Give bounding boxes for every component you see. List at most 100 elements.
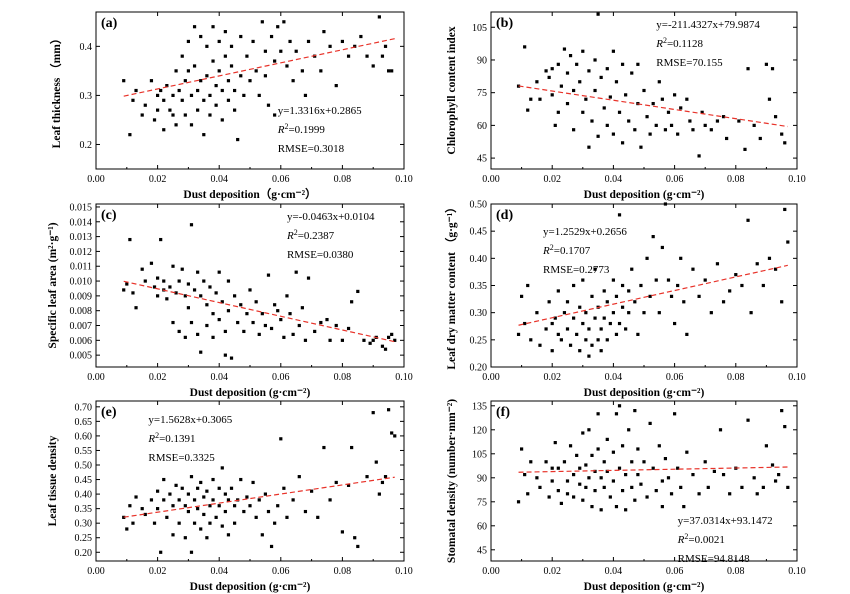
data-point xyxy=(593,88,597,93)
y-tick-label: 0.2 xyxy=(80,140,93,151)
data-point xyxy=(288,39,292,44)
data-point xyxy=(214,103,218,107)
data-point xyxy=(562,47,567,51)
data-point xyxy=(303,509,308,514)
data-point xyxy=(245,495,249,499)
data-point xyxy=(165,297,169,301)
data-point xyxy=(180,54,184,58)
data-point xyxy=(211,59,215,63)
data-point xyxy=(266,103,271,107)
y-axis-label: Leaf dry matter content （g·g⁻¹） xyxy=(444,201,458,369)
x-ticks: 0.00 0.02 0.04 0.06 0.08 0.10 xyxy=(87,204,413,383)
data-point xyxy=(239,34,243,39)
data-point xyxy=(245,54,249,58)
data-point xyxy=(322,30,326,34)
data-point xyxy=(651,235,655,239)
data-point xyxy=(669,492,674,496)
data-point xyxy=(350,300,354,304)
y-tick-label: 90 xyxy=(477,55,487,66)
data-point xyxy=(605,300,609,304)
data-point xyxy=(263,492,267,496)
x-ticks: 0.00 0.02 0.04 0.06 0.08 0.10 xyxy=(482,401,806,577)
y-tick-label: 45 xyxy=(477,154,487,165)
data-point xyxy=(572,316,576,320)
annotation-line: y=-211.4327x+79.9874 xyxy=(656,19,760,31)
data-point xyxy=(248,79,252,83)
data-point xyxy=(254,515,258,519)
data-point xyxy=(156,294,160,298)
annotation-line: RMSE=0.3325 xyxy=(148,452,215,464)
data-point xyxy=(226,79,231,83)
data-point xyxy=(393,434,397,438)
data-point xyxy=(254,300,258,304)
data-point xyxy=(620,141,625,145)
x-tick-label: 0.02 xyxy=(543,174,561,185)
data-point xyxy=(211,498,215,502)
data-point xyxy=(682,505,686,509)
data-point xyxy=(174,123,178,127)
data-point xyxy=(186,509,190,514)
data-point xyxy=(767,97,772,101)
data-point xyxy=(620,305,625,309)
data-point xyxy=(183,536,187,540)
x-tick-label: 0.08 xyxy=(334,566,352,577)
data-point xyxy=(780,300,784,304)
data-point xyxy=(156,489,160,493)
data-point xyxy=(578,482,582,486)
data-point xyxy=(251,480,255,485)
data-point xyxy=(260,312,264,316)
data-point xyxy=(183,294,187,298)
data-point xyxy=(263,323,267,328)
data-point xyxy=(660,479,664,483)
data-point xyxy=(383,347,388,351)
data-point xyxy=(581,110,585,114)
data-point xyxy=(269,34,274,39)
data-point xyxy=(285,515,289,519)
data-point xyxy=(223,30,227,34)
chart-panel-e: 0.00 0.02 0.04 0.06 0.08 0.10 0.20 0.25 0.30 0.35… xyxy=(47,400,413,593)
data-point xyxy=(752,476,756,480)
data-point xyxy=(734,273,738,277)
data-point xyxy=(199,527,203,531)
data-point xyxy=(550,67,554,71)
data-point xyxy=(171,504,175,508)
data-point xyxy=(266,273,271,277)
data-point xyxy=(526,283,530,288)
x-tick-label: 0.08 xyxy=(727,566,745,577)
data-point xyxy=(300,306,304,310)
data-point xyxy=(520,294,524,298)
data-point xyxy=(233,108,237,112)
y-tick-label: 60 xyxy=(477,521,487,532)
data-point xyxy=(673,93,677,97)
regression-line xyxy=(123,280,395,343)
data-point xyxy=(706,485,710,489)
data-point xyxy=(220,88,224,93)
data-point xyxy=(553,123,557,127)
data-point xyxy=(679,106,683,110)
data-point xyxy=(691,128,695,132)
y-tick-label: 135 xyxy=(472,401,487,412)
data-point xyxy=(390,332,394,336)
data-point xyxy=(263,74,267,78)
data-point xyxy=(587,354,591,358)
data-point xyxy=(257,498,261,502)
regression-annotation: y=1.5628x+0.3065 R2=0.1391 RMSE=0.3325 xyxy=(147,414,232,464)
x-tick-label: 0.00 xyxy=(87,174,105,185)
data-point xyxy=(242,509,246,514)
data-point xyxy=(380,480,385,485)
data-points xyxy=(122,15,394,142)
data-point xyxy=(602,289,606,293)
data-point xyxy=(131,291,135,295)
data-point xyxy=(306,276,311,280)
data-point xyxy=(642,88,646,93)
data-point xyxy=(297,323,301,328)
data-point xyxy=(614,80,619,84)
x-ticks: 0.00 0.02 0.04 0.06 0.08 0.10 xyxy=(482,204,806,383)
regression-line xyxy=(123,38,395,97)
data-point xyxy=(605,123,609,127)
data-point xyxy=(627,119,631,123)
data-point xyxy=(605,67,609,71)
data-point xyxy=(786,240,790,244)
data-points xyxy=(516,12,787,158)
data-point xyxy=(679,256,683,260)
